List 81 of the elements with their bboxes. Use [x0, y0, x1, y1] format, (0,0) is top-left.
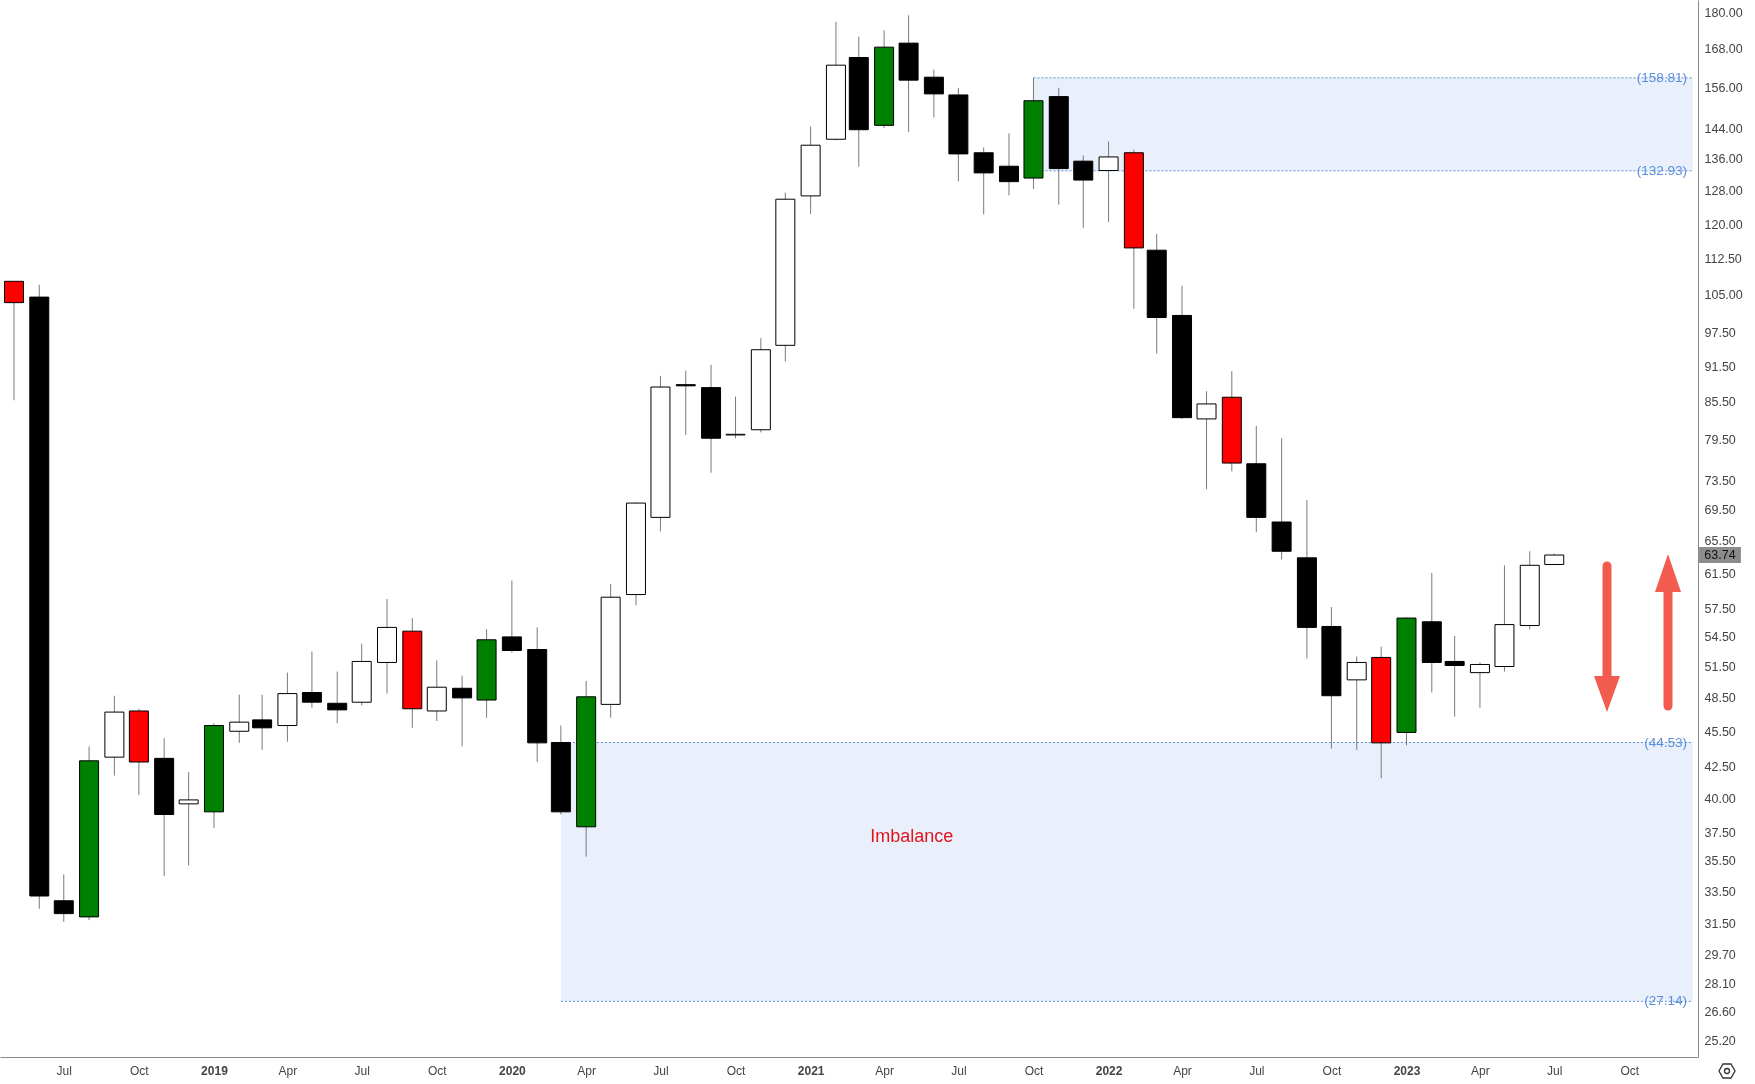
x-tick-label: Jul: [951, 1063, 967, 1078]
candlestick: [452, 675, 473, 747]
candlestick: [973, 146, 994, 215]
x-tick-label: Apr: [1471, 1063, 1490, 1078]
y-tick-label: 73.50: [1704, 474, 1736, 489]
x-tick-label: Apr: [577, 1063, 597, 1078]
candlestick: [998, 132, 1019, 196]
x-tick-label: Oct: [1322, 1063, 1342, 1078]
candlestick: [426, 659, 447, 722]
ref-line-label: (158.81): [1636, 69, 1687, 85]
candlestick: [252, 694, 273, 751]
candlestick: [301, 650, 322, 709]
y-tick-label: 136.00: [1704, 152, 1743, 167]
x-tick-label: Apr: [1173, 1063, 1192, 1078]
annotation: 63.74: [1704, 548, 1736, 563]
x-tick-label: Oct: [726, 1063, 747, 1078]
candlestick: [3, 280, 24, 401]
y-tick-label: 35.50: [1704, 854, 1736, 869]
candlestick: [725, 396, 746, 439]
y-tick-label: 105.00: [1704, 287, 1743, 302]
y-tick-label: 120.00: [1704, 217, 1743, 232]
y-tick-label: 45.50: [1704, 724, 1736, 739]
y-tick-label: 37.50: [1704, 825, 1736, 840]
y-tick-label: 40.00: [1704, 792, 1736, 807]
y-tick-label: 65.50: [1704, 534, 1736, 549]
x-tick-label: Oct: [427, 1063, 448, 1078]
x-tick-label: Jul: [56, 1063, 72, 1078]
x-tick-label: Jul: [653, 1063, 669, 1078]
y-tick-label: 144.00: [1704, 122, 1743, 137]
y-tick-label: 33.50: [1704, 884, 1736, 899]
x-tick-label: Jul: [354, 1063, 370, 1078]
y-tick-label: 180.00: [1704, 5, 1743, 20]
candlestick: [1073, 154, 1094, 229]
y-tick-label: 29.70: [1704, 947, 1736, 962]
y-tick-label: 26.60: [1704, 1005, 1736, 1020]
y-tick-label: 85.50: [1704, 395, 1736, 409]
x-tick-label: 2023: [1393, 1063, 1421, 1078]
y-tick-label: 156.00: [1704, 80, 1743, 95]
y-tick-label: 112.50: [1704, 251, 1742, 266]
y-tick-label: 97.50: [1704, 326, 1736, 341]
y-tick-label: 128.00: [1704, 184, 1743, 199]
candlestick: [327, 671, 348, 724]
x-tick-label: Apr: [278, 1063, 298, 1078]
candlestick: [1196, 390, 1217, 490]
candlestick: [1444, 635, 1465, 718]
y-tick-label: 54.50: [1704, 630, 1736, 645]
x-tick-label: Jul: [1249, 1063, 1265, 1078]
ref-line-label: (132.93): [1636, 162, 1687, 178]
x-tick-label: Oct: [130, 1063, 150, 1078]
y-tick-label: 61.50: [1704, 567, 1736, 582]
y-tick-label: 91.50: [1704, 359, 1736, 374]
y-tick-label: 31.50: [1704, 916, 1736, 931]
y-tick-label: 69.50: [1704, 503, 1736, 518]
x-tick-label: Oct: [1024, 1063, 1044, 1078]
y-tick-label: 57.50: [1704, 602, 1736, 617]
y-tick-label: 79.50: [1704, 433, 1736, 448]
y-tick-label: 28.10: [1704, 976, 1736, 991]
x-tick-label: Apr: [875, 1063, 894, 1078]
x-tick-label: 2022: [1095, 1063, 1123, 1078]
candlestick: [501, 580, 522, 653]
x-tick-label: Jul: [1547, 1063, 1563, 1078]
y-tick-label: 25.20: [1704, 1033, 1736, 1048]
candlestick: [53, 873, 74, 923]
x-tick-label: 2021: [797, 1063, 825, 1078]
x-tick-label: 2020: [499, 1063, 527, 1078]
annotation: Imbalance: [870, 825, 954, 846]
candlestick: [1098, 140, 1119, 223]
y-tick-label: 51.50: [1704, 660, 1736, 674]
candlestick: [1346, 655, 1367, 751]
x-tick-label: Oct: [1620, 1063, 1640, 1078]
candlestick: [923, 69, 944, 118]
x-tick-label: 2019: [201, 1063, 229, 1078]
ref-line-label: (27.14): [1644, 993, 1687, 1009]
candlestick: [1469, 661, 1490, 709]
candlestick: [675, 370, 696, 436]
y-tick-label: 42.50: [1704, 760, 1736, 775]
candlestick: [178, 771, 199, 866]
candlestick: [229, 694, 250, 744]
y-tick-label: 48.50: [1704, 691, 1736, 706]
ref-line-label: (44.53): [1644, 734, 1687, 750]
y-tick-label: 168.00: [1704, 41, 1743, 56]
